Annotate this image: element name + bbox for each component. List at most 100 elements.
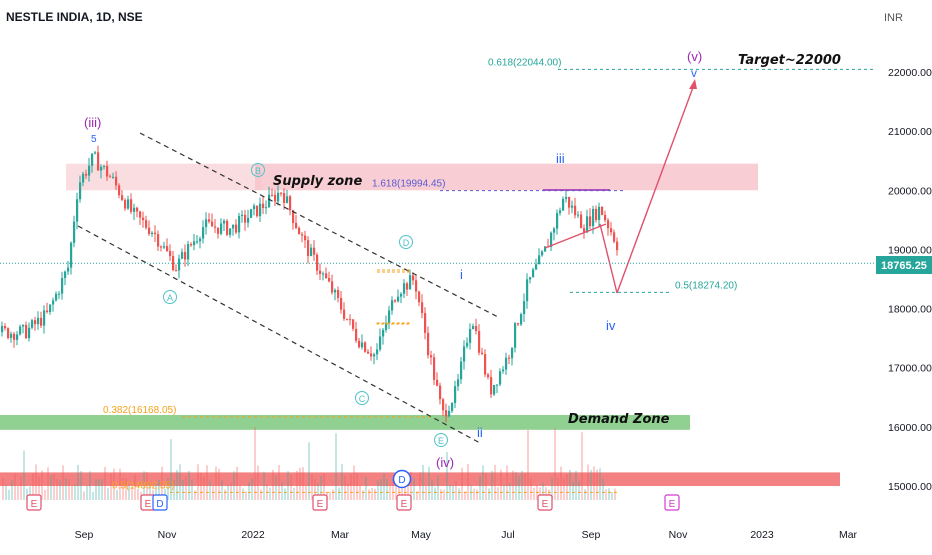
candle-body — [136, 207, 139, 212]
candle-body — [268, 194, 271, 208]
candle-body — [328, 278, 331, 282]
volume-bar — [329, 491, 331, 500]
svg-text:C: C — [359, 394, 366, 404]
candle-body — [418, 291, 421, 303]
candle-body — [364, 342, 367, 352]
candle-body — [439, 385, 442, 400]
event-marker[interactable]: E — [26, 494, 42, 511]
volume-bar — [530, 478, 532, 500]
candle-body — [544, 246, 547, 252]
volume-bar — [170, 439, 172, 500]
candle-body — [115, 176, 118, 186]
volume-bar — [410, 471, 412, 500]
event-marker[interactable]: E — [537, 494, 553, 511]
volume-bar — [227, 484, 229, 500]
candle-body — [178, 258, 181, 271]
fib-level-label: 0.5(14892.35) — [112, 480, 174, 491]
wave-iv-lower: iv — [606, 318, 616, 333]
event-marker[interactable]: E — [312, 494, 328, 511]
candle-body — [88, 165, 91, 176]
volume-bar — [110, 473, 112, 500]
volume-bar — [59, 480, 61, 500]
volume-bar — [50, 475, 52, 500]
volume-bar — [122, 478, 124, 500]
fib-level-label: 0.382(16168.05) — [103, 405, 176, 416]
volume-bar — [2, 478, 4, 500]
volume-bar — [197, 464, 199, 500]
volume-bar — [461, 467, 463, 500]
volume-bar — [287, 471, 289, 500]
volume-bar — [377, 480, 379, 500]
candle-body — [562, 198, 565, 211]
candle-body — [7, 328, 10, 339]
candle-body — [448, 410, 451, 417]
candle-body — [409, 275, 412, 290]
wave-iv-upper: (iv) — [436, 455, 454, 470]
candle-body — [502, 369, 505, 372]
volume-bar — [335, 433, 337, 500]
event-marker[interactable]: E — [396, 494, 412, 511]
volume-bar — [191, 479, 193, 500]
candle-body — [274, 194, 277, 202]
candle-body — [508, 357, 511, 359]
candle-body — [46, 310, 49, 313]
candle-body — [124, 199, 127, 209]
volume-bar — [494, 464, 496, 500]
lower-red-band — [0, 472, 840, 486]
volume-bar — [569, 469, 571, 500]
candle-body — [340, 297, 343, 310]
svg-text:D: D — [403, 238, 410, 248]
svg-text:D: D — [398, 475, 405, 486]
volume-bar — [575, 470, 577, 500]
x-tick-label: Nov — [669, 529, 688, 541]
demand-zone-rect — [0, 415, 690, 430]
volume-bar — [509, 483, 511, 500]
candle-body — [454, 386, 457, 404]
volume-bar — [563, 478, 565, 500]
volume-bar — [182, 479, 184, 500]
currency-label: INR — [884, 12, 903, 24]
candle-body — [241, 214, 244, 216]
volume-bar — [425, 485, 427, 500]
candle-body — [226, 220, 229, 235]
volume-bar — [551, 477, 553, 500]
candle-body — [598, 206, 601, 221]
candle-body — [610, 228, 613, 233]
candle-body — [145, 220, 148, 228]
volume-bar — [380, 479, 382, 500]
volume-bar — [314, 479, 316, 500]
circle-label-A: A — [163, 290, 177, 304]
volume-bar — [35, 464, 37, 500]
last-price-badge — [876, 256, 932, 274]
circle-label-E: E — [434, 433, 448, 447]
event-marker[interactable]: E — [664, 494, 680, 511]
candle-body — [286, 196, 289, 203]
volume-bar — [503, 485, 505, 500]
candle-body — [574, 205, 577, 216]
volume-bar — [347, 483, 349, 500]
candle-body — [259, 203, 262, 217]
demand-zone-label: Demand Zone — [568, 412, 670, 427]
candle-body — [76, 199, 79, 222]
event-marker[interactable]: D — [152, 494, 168, 511]
volume-bar — [416, 491, 418, 500]
circle-label-D: D — [399, 235, 413, 249]
projection-up-leg — [616, 81, 696, 294]
candle-body — [301, 234, 304, 236]
svg-text:A: A — [167, 293, 173, 303]
volume-bar — [455, 480, 457, 500]
candle-body — [244, 214, 247, 223]
fib-level-label: 0.618(22044.00) — [488, 57, 561, 68]
volume-bar — [518, 476, 520, 500]
volume-bar — [293, 488, 295, 500]
volume-bar — [344, 476, 346, 500]
volume-bar — [194, 490, 196, 500]
candle-body — [160, 246, 163, 248]
volume-bar — [134, 474, 136, 500]
candle-body — [229, 228, 232, 235]
volume-bar — [434, 487, 436, 500]
candle-body — [367, 351, 370, 354]
volume-bar — [323, 473, 325, 500]
candle-body — [538, 255, 541, 265]
candle-body — [193, 241, 196, 246]
